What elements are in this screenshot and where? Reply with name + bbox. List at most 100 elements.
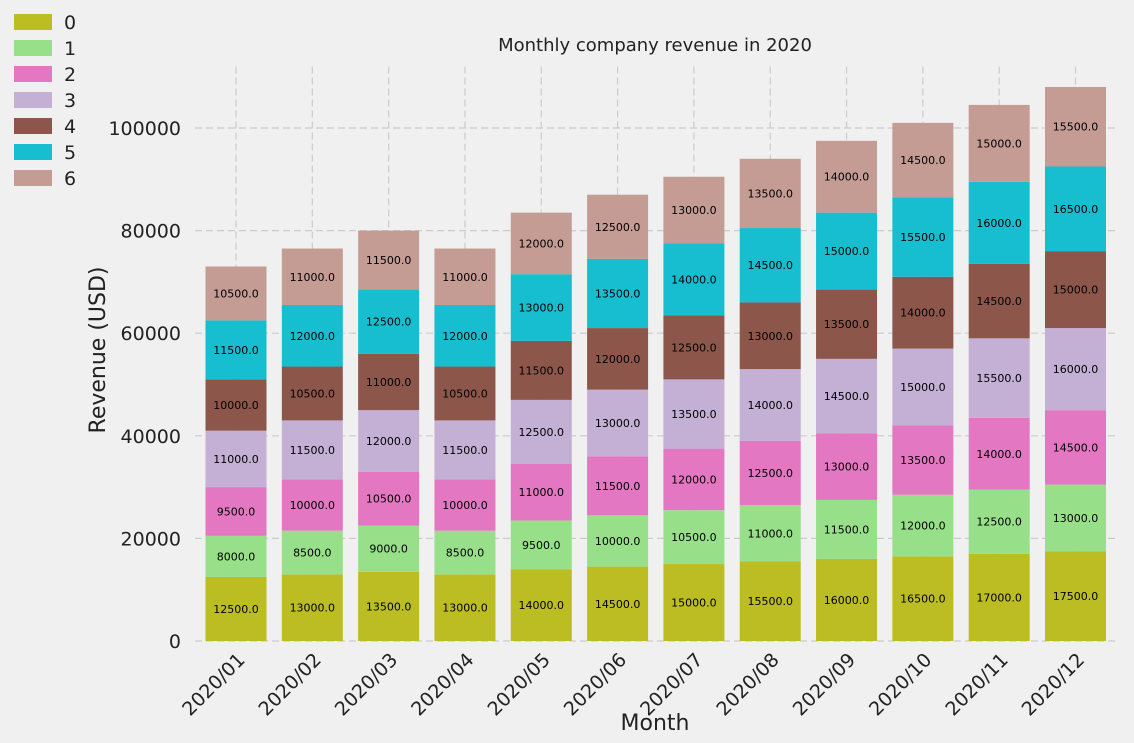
bar-segment-series-5 — [358, 289, 420, 354]
data-label: 10000.0 — [213, 399, 259, 412]
bar-segment-series-3 — [968, 338, 1030, 418]
data-label: 11500.0 — [213, 344, 259, 357]
bars — [205, 86, 1106, 641]
data-label: 14500.0 — [1053, 441, 1099, 454]
bar-segment-series-2 — [892, 425, 954, 495]
bar-segment-series-4 — [434, 366, 496, 421]
bar-segment-series-6 — [434, 248, 496, 305]
legend-swatch — [14, 92, 52, 108]
data-label: 14500.0 — [824, 390, 870, 403]
x-tick-label: 2020/11 — [941, 649, 1012, 720]
bar-segment-series-0 — [434, 574, 496, 641]
bar-segment-series-3 — [281, 420, 343, 480]
legend-label: 6 — [64, 168, 76, 190]
data-label: 14500.0 — [976, 295, 1022, 308]
data-label: 12500.0 — [519, 426, 565, 439]
data-label: 13000.0 — [519, 302, 565, 315]
bar-segment-series-1 — [1045, 484, 1106, 552]
data-label: 16000.0 — [824, 594, 870, 607]
x-tick-label: 2020/07 — [636, 649, 707, 720]
data-label: 10500.0 — [442, 387, 488, 400]
data-label: 14000.0 — [900, 307, 946, 320]
data-label: 14000.0 — [519, 599, 565, 612]
bar-segment-series-2 — [816, 433, 878, 500]
bar-segment-series-0 — [510, 569, 572, 641]
y-tick-label: 20000 — [121, 528, 181, 550]
data-label: 8000.0 — [217, 550, 256, 563]
bar-segment-series-3 — [510, 399, 572, 465]
data-label: 9500.0 — [217, 505, 256, 518]
bar-segment-series-4 — [510, 340, 572, 400]
bar-segment-series-1 — [434, 530, 496, 575]
data-label: 15500.0 — [1053, 121, 1099, 134]
legend-label: 0 — [64, 12, 76, 34]
legend-swatch — [14, 170, 52, 186]
legend-label: 5 — [64, 142, 76, 164]
bar-segment-series-5 — [739, 228, 801, 303]
data-label: 11000.0 — [442, 271, 488, 284]
data-label: 8500.0 — [293, 547, 332, 560]
x-tick-label: 2020/01 — [178, 649, 249, 720]
bar-segment-series-2 — [663, 448, 725, 511]
bar-segment-series-6 — [281, 248, 343, 305]
legend-swatch — [14, 66, 52, 82]
data-label: 10500.0 — [213, 287, 259, 300]
legend-swatch — [14, 40, 52, 56]
bar-segment-series-3 — [358, 410, 420, 472]
data-label: 12000.0 — [519, 237, 565, 250]
bar-segment-series-4 — [587, 328, 649, 390]
data-label: 11500.0 — [290, 444, 336, 457]
data-label: 12500.0 — [747, 467, 793, 480]
bar-segment-series-6 — [739, 158, 801, 229]
bar-segment-series-2 — [968, 417, 1030, 490]
bar-segment-series-6 — [587, 194, 649, 259]
bar-segment-series-4 — [816, 289, 878, 359]
data-label: 15500.0 — [976, 372, 1022, 385]
bar-segment-series-0 — [1045, 551, 1106, 641]
data-label: 13000.0 — [595, 417, 641, 430]
data-label: 12000.0 — [290, 330, 336, 343]
data-label: 14000.0 — [747, 399, 793, 412]
data-label: 11000.0 — [290, 271, 336, 284]
data-label: 12500.0 — [595, 221, 641, 234]
data-label: 13000.0 — [442, 602, 488, 615]
data-label: 12000.0 — [671, 473, 717, 486]
data-label: 11500.0 — [442, 444, 488, 457]
bar-segment-series-0 — [739, 561, 801, 641]
legend-label: 3 — [64, 90, 76, 112]
bar-segment-series-0 — [281, 574, 343, 641]
bar-segment-series-2 — [739, 440, 801, 506]
bar-segment-series-2 — [281, 479, 343, 531]
data-label: 13500.0 — [671, 408, 717, 421]
x-tick-label: 2020/10 — [865, 649, 936, 720]
bar-segment-series-3 — [892, 348, 954, 426]
data-label: 14000.0 — [976, 448, 1022, 461]
legend-swatch — [14, 14, 52, 30]
data-label: 11500.0 — [519, 364, 565, 377]
bar-segment-series-0 — [968, 553, 1030, 641]
bar-segment-series-3 — [739, 369, 801, 441]
y-tick-label: 40000 — [121, 426, 181, 448]
bar-segment-series-4 — [1045, 251, 1106, 329]
bar-segment-series-1 — [663, 510, 725, 565]
bar-segment-series-5 — [205, 320, 267, 380]
x-tick-label: 2020/09 — [789, 649, 860, 720]
data-label: 14500.0 — [595, 598, 641, 611]
bar-segment-series-3 — [587, 389, 649, 457]
bar-segment-series-6 — [892, 122, 954, 198]
bar-segment-series-3 — [434, 420, 496, 480]
x-tick-label: 2020/04 — [407, 649, 478, 720]
data-label: 15500.0 — [747, 595, 793, 608]
data-label: 14500.0 — [900, 154, 946, 167]
bar-segment-series-2 — [205, 487, 267, 536]
data-label: 9000.0 — [369, 543, 408, 556]
bar-segment-series-4 — [205, 379, 267, 431]
legend: 0 1 2 3 4 5 6 — [14, 12, 76, 190]
data-labels: 12500.0 8000.0 9500.0 11000.0 10000.0 11500.0… — [213, 121, 1098, 616]
data-label: 13000.0 — [671, 204, 717, 217]
data-label: 11000.0 — [519, 486, 565, 499]
x-tick-label: 2020/02 — [254, 649, 325, 720]
data-label: 13500.0 — [595, 287, 641, 300]
x-tick-label: 2020/12 — [1018, 649, 1089, 720]
